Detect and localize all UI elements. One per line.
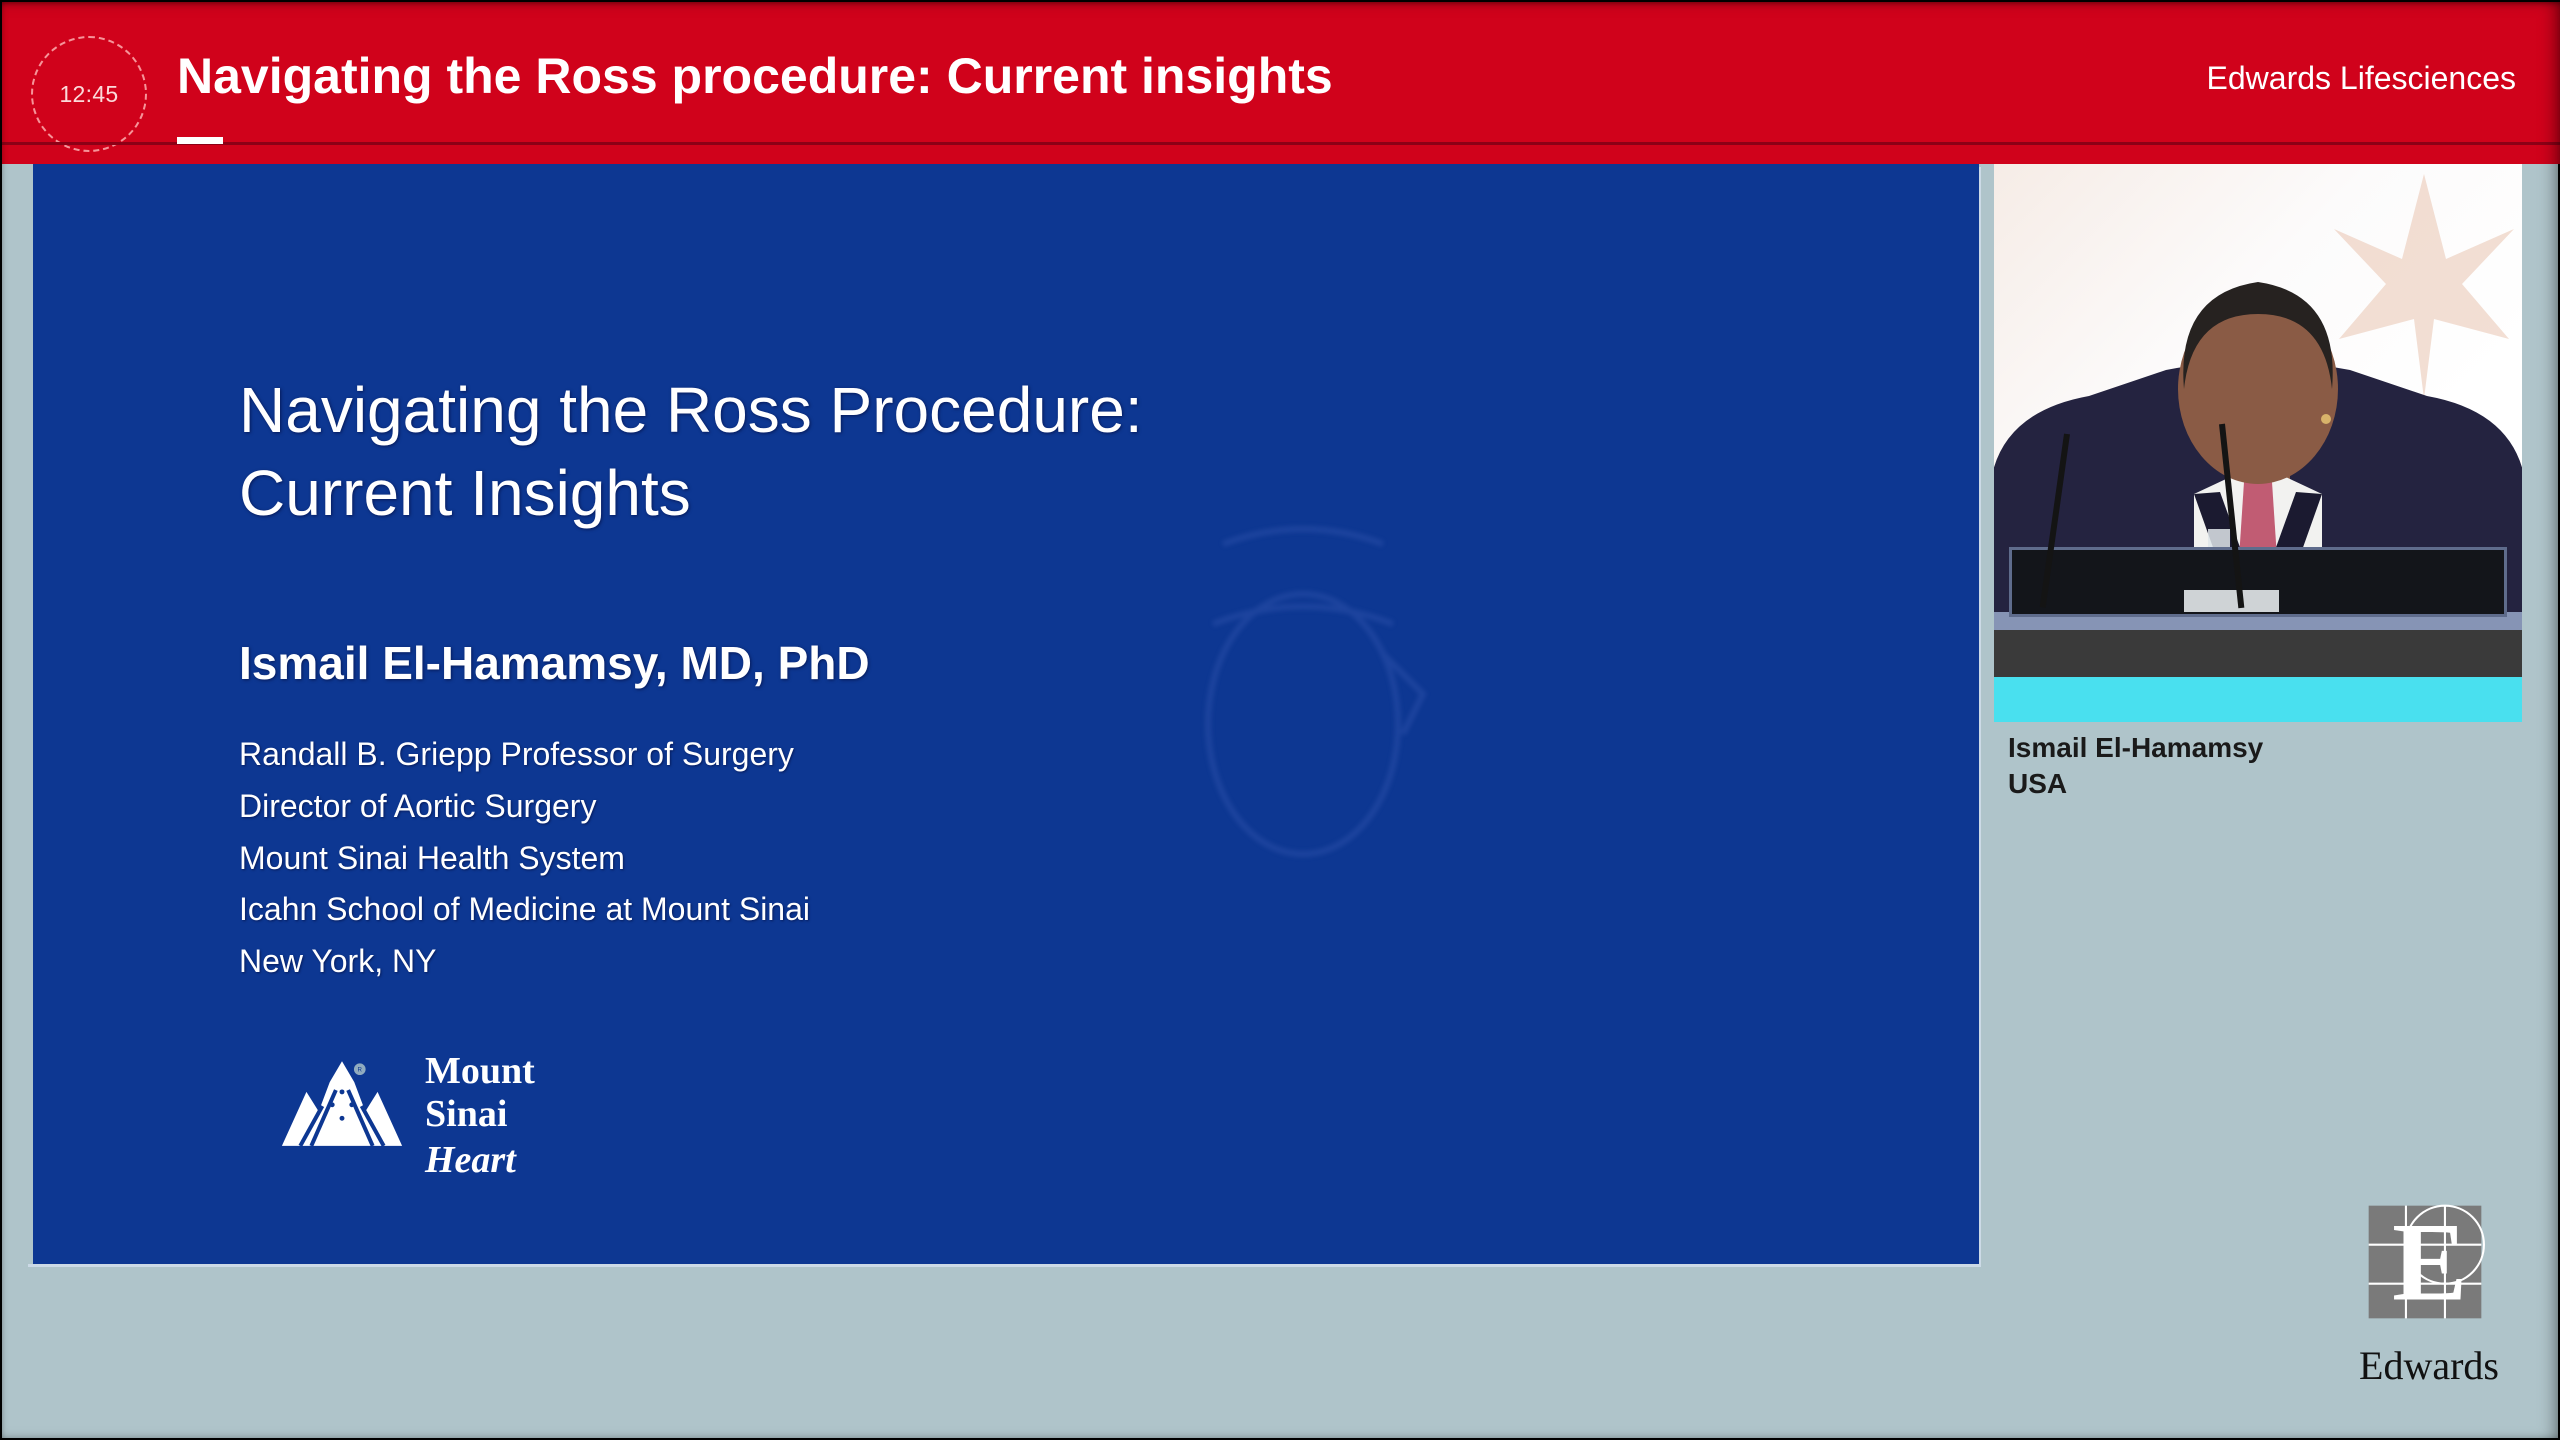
svg-text:R: R <box>358 1067 363 1074</box>
svg-text:E: E <box>2392 1200 2467 1324</box>
